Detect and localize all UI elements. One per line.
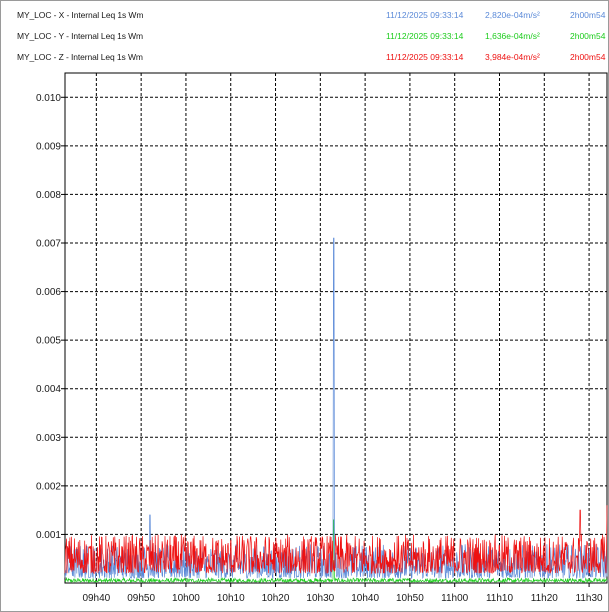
x-tick-label: 10h40: [351, 593, 379, 604]
legend-series-name: MY_LOC - Y - Internal Leq 1s Wm: [17, 31, 144, 41]
x-tick-label: 09h40: [82, 593, 110, 604]
x-tick-label: 10h00: [172, 593, 200, 604]
plot-area: [64, 72, 608, 584]
y-tick-label: 0.010: [36, 93, 61, 104]
x-tick-label: 11h20: [531, 593, 559, 604]
legend-duration: 2h00m54: [570, 31, 606, 41]
x-axis: 09h40 09h50 10h00 10h10 10h20 10h30 10h40 10h50…: [82, 583, 603, 604]
y-tick-label: 0.003: [36, 433, 61, 444]
series-layer: [64, 237, 608, 584]
y-tick-label: 0.005: [36, 336, 61, 347]
y-tick-label: 0.006: [36, 287, 61, 298]
y-tick-label: 0.008: [36, 190, 61, 201]
y-tick-label: 0.007: [36, 239, 61, 250]
legend-timestamp: 11/12/2025 09:33:14: [386, 52, 464, 62]
x-tick-label: 10h50: [396, 593, 424, 604]
y-tick-label: 0.001: [36, 530, 61, 541]
legend-value: 1,636e-04m/s²: [485, 31, 540, 41]
x-tick-label: 11h30: [576, 593, 604, 604]
series-line-y: [64, 519, 608, 584]
y-axis: 0.010 0.009 0.008 0.007 0.006 0.005 0.004 0.003…: [36, 93, 65, 541]
y-tick-label: 0.009: [36, 141, 61, 152]
legend-series-name: MY_LOC - X - Internal Leq 1s Wm: [17, 10, 144, 20]
legend-timestamp: 11/12/2025 09:33:14: [386, 10, 464, 20]
legend-timestamp: 11/12/2025 09:33:14: [386, 31, 464, 41]
legend-value: 2,820e-04m/s²: [485, 10, 540, 20]
x-tick-label: 11h00: [441, 593, 469, 604]
series-line-z: [64, 505, 608, 575]
y-tick-label: 0.002: [36, 481, 61, 492]
legend-value: 3,984e-04m/s²: [485, 52, 540, 62]
legend-duration: 2h00m54: [570, 52, 606, 62]
x-tick-label: 10h10: [217, 593, 245, 604]
legend-series-name: MY_LOC - Z - Internal Leq 1s Wm: [17, 52, 143, 62]
x-tick-label: 11h10: [486, 593, 514, 604]
y-tick-label: 0.004: [36, 384, 61, 395]
legend: MY_LOC - X - Internal Leq 1s Wm 11/12/20…: [1, 6, 608, 68]
grid: [65, 73, 607, 583]
legend-row-z[interactable]: MY_LOC - Z - Internal Leq 1s Wm 11/12/20…: [1, 48, 608, 66]
x-tick-label: 10h30: [306, 593, 334, 604]
legend-duration: 2h00m54: [570, 10, 606, 20]
legend-row-y[interactable]: MY_LOC - Y - Internal Leq 1s Wm 11/12/20…: [1, 27, 608, 45]
x-tick-label: 10h20: [262, 593, 290, 604]
x-tick-label: 09h50: [127, 593, 155, 604]
legend-row-x[interactable]: MY_LOC - X - Internal Leq 1s Wm 11/12/20…: [1, 6, 608, 24]
